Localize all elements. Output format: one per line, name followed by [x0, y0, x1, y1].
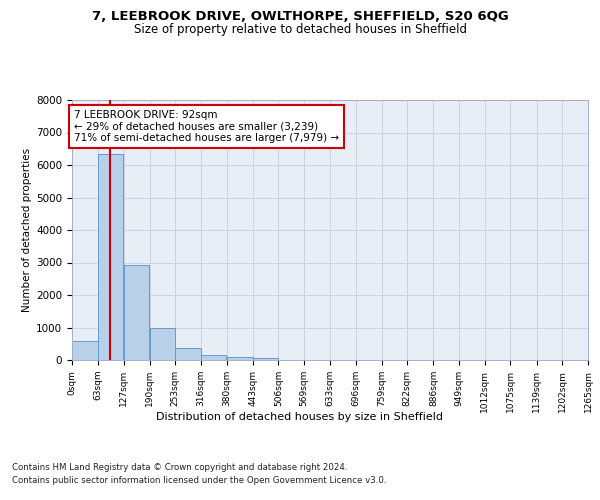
Bar: [72, 341, 98, 360]
Text: Contains HM Land Registry data © Crown copyright and database right 2024.: Contains HM Land Registry data © Crown c…: [12, 462, 347, 471]
Bar: [201, 355, 226, 360]
Text: Distribution of detached houses by size in Sheffield: Distribution of detached houses by size …: [157, 412, 443, 422]
Bar: [175, 348, 201, 360]
Bar: [124, 265, 149, 360]
Bar: [149, 328, 175, 360]
Text: 7 LEEBROOK DRIVE: 92sqm
← 29% of detached houses are smaller (3,239)
71% of semi: 7 LEEBROOK DRIVE: 92sqm ← 29% of detache…: [74, 110, 339, 143]
Text: 7, LEEBROOK DRIVE, OWLTHORPE, SHEFFIELD, S20 6QG: 7, LEEBROOK DRIVE, OWLTHORPE, SHEFFIELD,…: [92, 10, 508, 23]
Bar: [98, 154, 123, 360]
Bar: [253, 358, 278, 360]
Bar: [227, 357, 253, 360]
Y-axis label: Number of detached properties: Number of detached properties: [22, 148, 32, 312]
Text: Size of property relative to detached houses in Sheffield: Size of property relative to detached ho…: [133, 22, 467, 36]
Text: Contains public sector information licensed under the Open Government Licence v3: Contains public sector information licen…: [12, 476, 386, 485]
